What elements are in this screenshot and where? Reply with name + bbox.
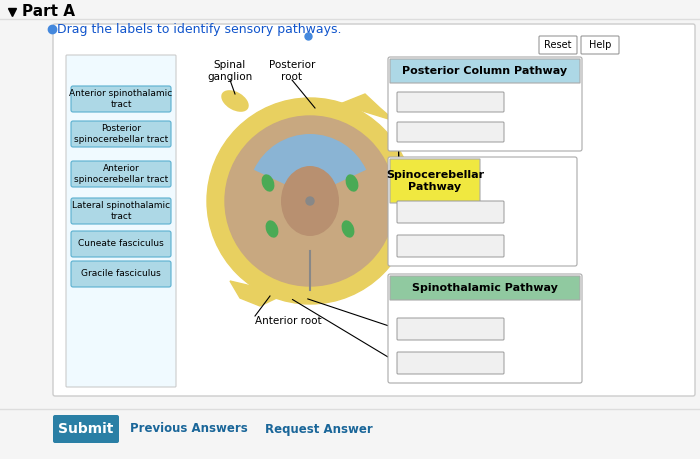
- FancyBboxPatch shape: [397, 352, 504, 374]
- Text: Anterior spinothalamic
tract: Anterior spinothalamic tract: [69, 90, 173, 109]
- FancyBboxPatch shape: [71, 231, 171, 257]
- FancyBboxPatch shape: [71, 121, 171, 147]
- Circle shape: [207, 98, 413, 304]
- FancyBboxPatch shape: [397, 92, 504, 112]
- Text: Lateral spinothalamic
tract: Lateral spinothalamic tract: [72, 202, 170, 221]
- FancyBboxPatch shape: [397, 201, 504, 223]
- Ellipse shape: [262, 174, 274, 192]
- Circle shape: [306, 197, 314, 205]
- Text: Anterior
spinocerebellar tract: Anterior spinocerebellar tract: [74, 164, 168, 184]
- FancyBboxPatch shape: [397, 235, 504, 257]
- FancyBboxPatch shape: [390, 59, 580, 83]
- FancyBboxPatch shape: [539, 36, 577, 54]
- Ellipse shape: [221, 90, 248, 112]
- Text: Part A: Part A: [22, 5, 75, 19]
- Text: Spinal
ganglion: Spinal ganglion: [207, 60, 253, 82]
- Ellipse shape: [265, 220, 279, 238]
- FancyBboxPatch shape: [390, 276, 580, 300]
- Ellipse shape: [346, 174, 358, 192]
- Polygon shape: [340, 94, 395, 121]
- FancyBboxPatch shape: [390, 159, 480, 203]
- FancyBboxPatch shape: [71, 261, 171, 287]
- Text: Drag the labels to identify sensory pathways.: Drag the labels to identify sensory path…: [57, 22, 342, 35]
- FancyBboxPatch shape: [388, 274, 582, 383]
- Text: Spinocerebellar
Pathway: Spinocerebellar Pathway: [386, 170, 484, 192]
- FancyBboxPatch shape: [53, 415, 119, 443]
- Text: Previous Answers: Previous Answers: [130, 422, 248, 436]
- Text: Cuneate fasciculus: Cuneate fasciculus: [78, 240, 164, 248]
- Text: Submit: Submit: [58, 422, 113, 436]
- Text: Request Answer: Request Answer: [265, 422, 372, 436]
- Text: Posterior
spinocerebellar tract: Posterior spinocerebellar tract: [74, 124, 168, 144]
- FancyBboxPatch shape: [71, 86, 171, 112]
- FancyBboxPatch shape: [388, 57, 582, 151]
- Text: Anterior root: Anterior root: [255, 316, 321, 326]
- FancyBboxPatch shape: [581, 36, 619, 54]
- FancyBboxPatch shape: [66, 55, 176, 387]
- FancyBboxPatch shape: [71, 161, 171, 187]
- FancyBboxPatch shape: [388, 157, 577, 266]
- Text: Help: Help: [589, 40, 611, 50]
- FancyBboxPatch shape: [53, 24, 695, 396]
- Polygon shape: [230, 281, 285, 306]
- Wedge shape: [254, 134, 366, 196]
- Text: Spinothalamic Pathway: Spinothalamic Pathway: [412, 283, 558, 293]
- Text: Reset: Reset: [545, 40, 572, 50]
- Text: Gracile fasciculus: Gracile fasciculus: [81, 269, 161, 279]
- FancyBboxPatch shape: [397, 318, 504, 340]
- Text: Posterior
root: Posterior root: [269, 60, 315, 82]
- FancyBboxPatch shape: [397, 122, 504, 142]
- FancyBboxPatch shape: [71, 198, 171, 224]
- Circle shape: [225, 116, 395, 286]
- Text: Posterior Column Pathway: Posterior Column Pathway: [402, 66, 568, 76]
- Ellipse shape: [281, 166, 339, 236]
- Ellipse shape: [342, 220, 354, 238]
